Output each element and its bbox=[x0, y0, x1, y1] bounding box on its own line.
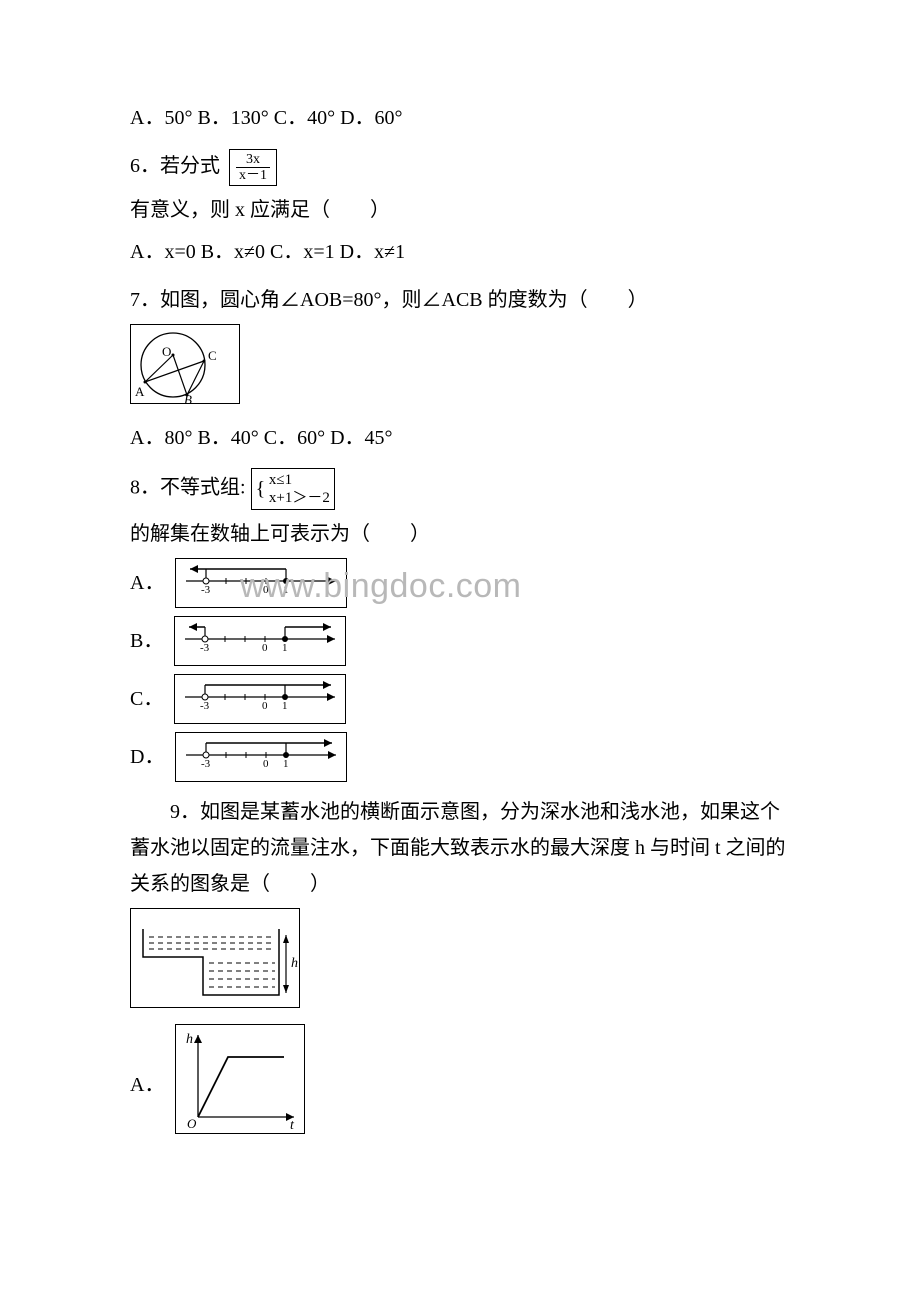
q8-option-A: www.bingdoc.com A． -3 0 1 bbox=[130, 558, 790, 608]
q8-option-B: B． -3 0 1 bbox=[130, 616, 790, 666]
q9-option-A: A． h t O bbox=[130, 1024, 790, 1146]
svg-text:0: 0 bbox=[263, 584, 269, 595]
q7-circle-figure: O C A B bbox=[130, 324, 790, 416]
q6-fraction-denominator: x－1 bbox=[236, 168, 270, 183]
q9-option-A-letter: A． bbox=[130, 1067, 164, 1103]
q6-fraction-box: 3x x－1 bbox=[229, 149, 277, 187]
numberline-A-svg: -3 0 1 bbox=[176, 559, 346, 595]
q8-numline-B: -3 0 1 bbox=[174, 616, 346, 666]
numberline-C-svg: -3 0 1 bbox=[175, 675, 345, 711]
question-6: 6．若分式 3x x－1 有意义，则 x 应满足（ ） A．x=0 B．x≠0 … bbox=[130, 148, 790, 270]
svg-text:-3: -3 bbox=[200, 642, 210, 653]
q8-numline-C: -3 0 1 bbox=[174, 674, 346, 724]
circle-label-A: A bbox=[135, 384, 145, 399]
graph-y-label: h bbox=[186, 1032, 193, 1047]
q6-fraction: 3x x－1 bbox=[236, 152, 270, 184]
svg-text:-3: -3 bbox=[200, 700, 210, 711]
svg-text:-3: -3 bbox=[201, 584, 211, 595]
svg-text:1: 1 bbox=[282, 700, 288, 711]
pool-diagram-svg: h bbox=[130, 908, 300, 1008]
svg-text:0: 0 bbox=[262, 642, 268, 653]
svg-text:1: 1 bbox=[282, 642, 288, 653]
q8-numline-D: -3 0 1 bbox=[175, 732, 347, 782]
q6-stem-line1: 6．若分式 3x x－1 bbox=[130, 148, 790, 186]
svg-text:-3: -3 bbox=[201, 758, 211, 769]
pool-h-label: h bbox=[291, 956, 298, 971]
q7-options-text: A．80° B．40° C．60° D．45° bbox=[130, 420, 790, 456]
q7-stem: 7．如图，圆心角∠AOB=80°，则∠ACB 的度数为（ ） bbox=[130, 282, 790, 318]
q8-option-D: D． -3 0 1 bbox=[130, 732, 790, 782]
q9-stem: 9．如图是某蓄水池的横断面示意图，分为深水池和浅水池，如果这个蓄水池以固定的流量… bbox=[130, 794, 790, 902]
q8-option-D-letter: D． bbox=[130, 739, 164, 775]
q6-fraction-numerator: 3x bbox=[236, 152, 270, 168]
numberline-B-svg: -3 0 1 bbox=[175, 617, 345, 653]
q8-ineq1: x≤1 bbox=[269, 471, 330, 489]
q6-stem-line2: 有意义，则 x 应满足（ ） bbox=[130, 192, 790, 228]
q8-option-B-letter: B． bbox=[130, 623, 163, 659]
svg-text:0: 0 bbox=[262, 700, 268, 711]
question-7: 7．如图，圆心角∠AOB=80°，则∠ACB 的度数为（ ） O C A B A… bbox=[130, 282, 790, 456]
q9-graph-A: h t O bbox=[175, 1024, 305, 1146]
graph-origin-label: O bbox=[187, 1116, 197, 1131]
question-5-options: A．50° B．130° C．40° D．60° bbox=[130, 100, 790, 136]
q8-ineq2: x+1＞－2 bbox=[269, 489, 330, 507]
circle-label-C: C bbox=[208, 348, 217, 363]
q8-stem-prefix: 8．不等式组: bbox=[130, 477, 246, 499]
q8-stem-line1: 8．不等式组: { x≤1 x+1＞－2 bbox=[130, 468, 790, 510]
svg-text:1: 1 bbox=[283, 758, 289, 769]
q8-stem-line2: 的解集在数轴上可表示为（ ） bbox=[130, 516, 790, 552]
circle-label-O: O bbox=[162, 344, 171, 359]
circle-diagram-svg: O C A B bbox=[130, 324, 240, 404]
q8-inequality-box: { x≤1 x+1＞－2 bbox=[251, 468, 335, 510]
q8-option-C-letter: C． bbox=[130, 681, 163, 717]
graph-A-svg: h t O bbox=[175, 1024, 305, 1134]
q6-stem-prefix: 6．若分式 bbox=[130, 155, 220, 177]
numberline-D-svg: -3 0 1 bbox=[176, 733, 346, 769]
graph-x-label: t bbox=[290, 1118, 295, 1133]
svg-text:1: 1 bbox=[283, 584, 289, 595]
q8-numline-A: -3 0 1 bbox=[175, 558, 347, 608]
q5-options-text: A．50° B．130° C．40° D．60° bbox=[130, 100, 790, 136]
question-8: 8．不等式组: { x≤1 x+1＞－2 的解集在数轴上可表示为（ ） www.… bbox=[130, 468, 790, 782]
q8-option-C: C． -3 0 1 bbox=[130, 674, 790, 724]
q8-option-A-letter: A． bbox=[130, 565, 164, 601]
q9-pool-figure: h bbox=[130, 908, 790, 1020]
question-9: 9．如图是某蓄水池的横断面示意图，分为深水池和浅水池，如果这个蓄水池以固定的流量… bbox=[130, 794, 790, 1146]
q6-options-text: A．x=0 B．x≠0 C．x=1 D．x≠1 bbox=[130, 234, 790, 270]
svg-text:0: 0 bbox=[263, 758, 269, 769]
